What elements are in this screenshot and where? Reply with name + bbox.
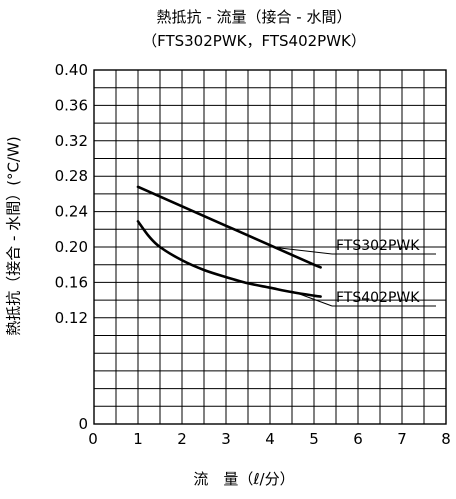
x-tick-label: 8	[441, 430, 451, 448]
tick-labels: 0 1 2 3 4 5 6 7 8 0 0.12 0.16 0.20 0.24 0.28 0.32 0.36 0.…	[55, 61, 451, 448]
y-axis-label: 熱抵抗（接合 - 水間）(°C/W)	[4, 136, 23, 336]
y-tick-label: 0.12	[55, 309, 88, 327]
x-axis-label: 流 量（ℓ/分）	[193, 470, 295, 488]
x-tick-label: 6	[353, 430, 363, 448]
y-tick-label: 0.40	[55, 61, 88, 79]
y-tick-label: 0.32	[55, 132, 88, 150]
plot-frame	[93, 69, 447, 425]
x-tick-label: 5	[309, 430, 319, 448]
chart-subtitle: （FTS302PWK，FTS402PWK）	[142, 32, 366, 50]
axes	[93, 69, 447, 425]
callout-leader	[291, 290, 333, 307]
x-tick-label: 3	[221, 430, 231, 448]
series-line-fts402pwk	[136, 220, 322, 298]
series-label-fts302pwk: FTS302PWK	[336, 238, 420, 254]
y-tick-label: 0	[78, 415, 88, 433]
chart-title: 熱抵抗 - 流量（接合 - 水間）	[156, 8, 352, 26]
grid	[93, 69, 447, 425]
x-tick-label: 4	[265, 430, 275, 448]
y-tick-label: 0.20	[55, 238, 88, 256]
y-tick-label: 0.24	[55, 203, 88, 221]
x-tick-label: 1	[133, 430, 143, 448]
callout-leader	[278, 247, 333, 255]
series-line-fts302pwk	[136, 185, 322, 269]
y-tick-label: 0.28	[55, 167, 88, 185]
x-tick-label: 7	[397, 430, 407, 448]
series-callouts: FTS302PWK FTS402PWK	[278, 238, 436, 307]
y-tick-label: 0.36	[55, 96, 88, 114]
y-tick-label: 0.16	[55, 273, 88, 291]
x-tick-label: 2	[177, 430, 187, 448]
series-label-fts402pwk: FTS402PWK	[336, 290, 420, 306]
x-tick-label: 0	[88, 430, 98, 448]
series-lines	[136, 185, 322, 298]
